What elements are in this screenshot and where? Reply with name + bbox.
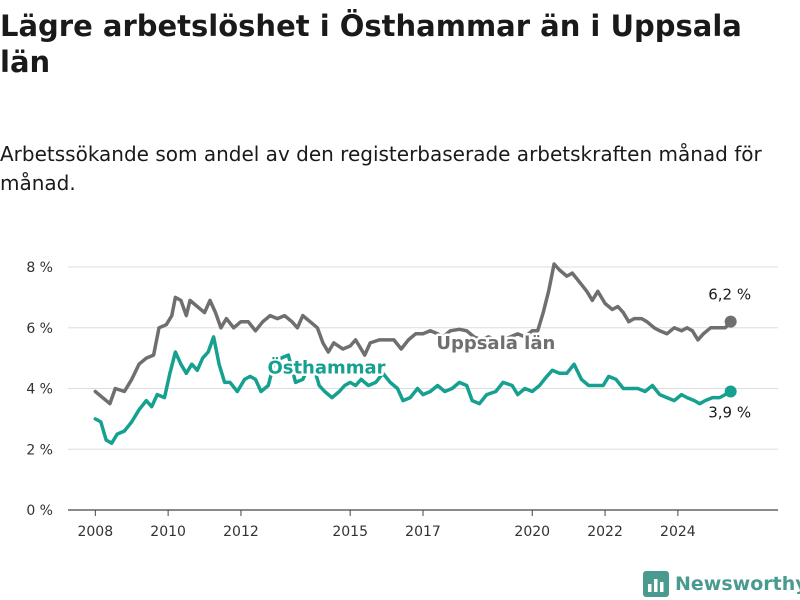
series-labels: 6,2 % 3,9 % Uppsala län Östhammar [265,286,751,422]
series-end-point [724,315,737,328]
brand-name: Newsworthy [675,573,800,595]
y-axis: 0 % 2 % 4 % 6 % 8 % [26,260,53,519]
y-tick-label: 2 % [26,442,53,458]
series-lines [93,262,737,445]
y-tick-label: 0 % [26,503,53,519]
chart-title: Lägre arbetslöshet i Östhammar än i Upps… [0,9,742,79]
series-end-point [724,385,737,398]
x-tick-label: 2017 [405,524,441,540]
series-line-uppsala-lan [93,262,733,406]
series-name-label: Uppsala län [436,333,555,354]
newsworthy-logo: Newsworthy [643,568,800,600]
y-tick-label: 8 % [26,260,53,276]
x-axis: 2008 2010 2012 2015 2017 2020 2022 2024 [77,510,696,540]
series-name-label: Östhammar [267,356,385,378]
x-tick-label: 2020 [514,524,550,540]
x-tick-label: 2010 [150,524,186,540]
series-end-label: 3,9 % [708,404,751,422]
x-tick-label: 2015 [332,524,368,540]
x-tick-label: 2022 [587,524,623,540]
bar-chart-logo-icon [643,571,669,597]
y-tick-label: 6 % [26,321,53,337]
series-line-osthammar [93,335,733,445]
chart-subtitle: Arbetssökande som andel av den registerb… [0,142,762,195]
y-tick-label: 4 % [26,382,53,398]
line-chart: 0 % 2 % 4 % 6 % 8 % 2008 2010 2012 2015 2017 2020… [26,260,778,540]
x-tick-label: 2008 [77,524,113,540]
x-tick-label: 2024 [660,524,696,540]
x-tick-label: 2012 [223,524,259,540]
series-end-label: 6,2 % [708,286,751,304]
